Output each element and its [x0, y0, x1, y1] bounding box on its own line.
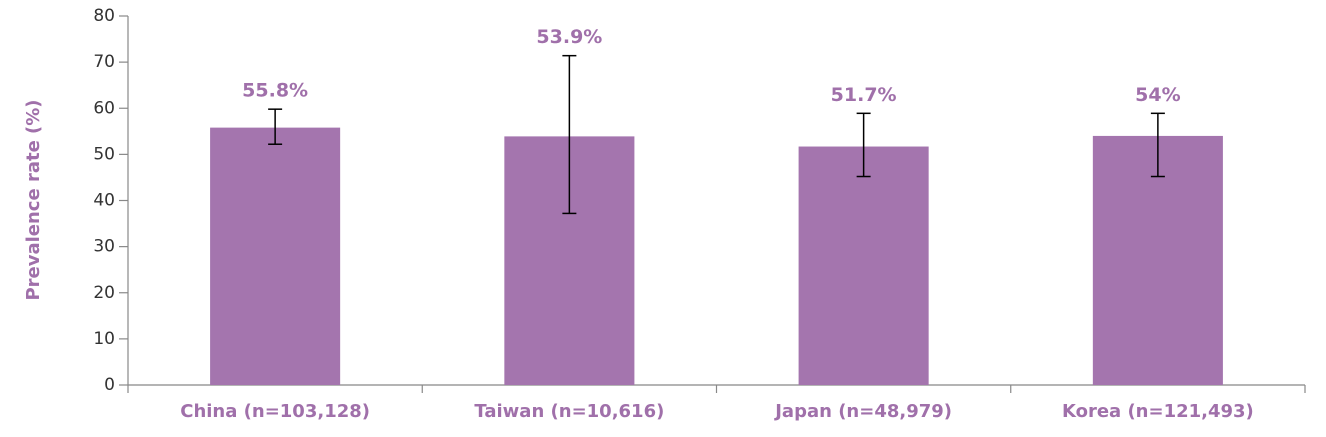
- x-tick-label: Japan (n=48,979): [773, 401, 952, 422]
- y-tick-label: 0: [104, 375, 115, 395]
- y-axis-label: Prevalence rate (%): [23, 99, 44, 300]
- y-tick-label: 80: [93, 6, 115, 26]
- x-tick-label: Taiwan (n=10,616): [474, 401, 664, 422]
- value-label: 55.8%: [242, 80, 308, 102]
- bar: [798, 146, 929, 385]
- y-tick-label: 20: [93, 283, 115, 303]
- y-tick-label: 30: [93, 237, 115, 257]
- value-label: 53.9%: [536, 26, 602, 48]
- y-tick-label: 10: [93, 329, 115, 349]
- y-tick-label: 70: [93, 52, 115, 72]
- bar: [1092, 135, 1223, 385]
- value-label: 54%: [1135, 84, 1180, 106]
- y-tick-label: 40: [93, 191, 115, 211]
- y-tick-label: 50: [93, 144, 115, 164]
- value-label: 51.7%: [831, 84, 897, 106]
- x-tick-label: Korea (n=121,493): [1062, 401, 1254, 422]
- x-tick-label: China (n=103,128): [180, 401, 370, 422]
- bar: [210, 127, 341, 385]
- y-tick-label: 60: [93, 98, 115, 118]
